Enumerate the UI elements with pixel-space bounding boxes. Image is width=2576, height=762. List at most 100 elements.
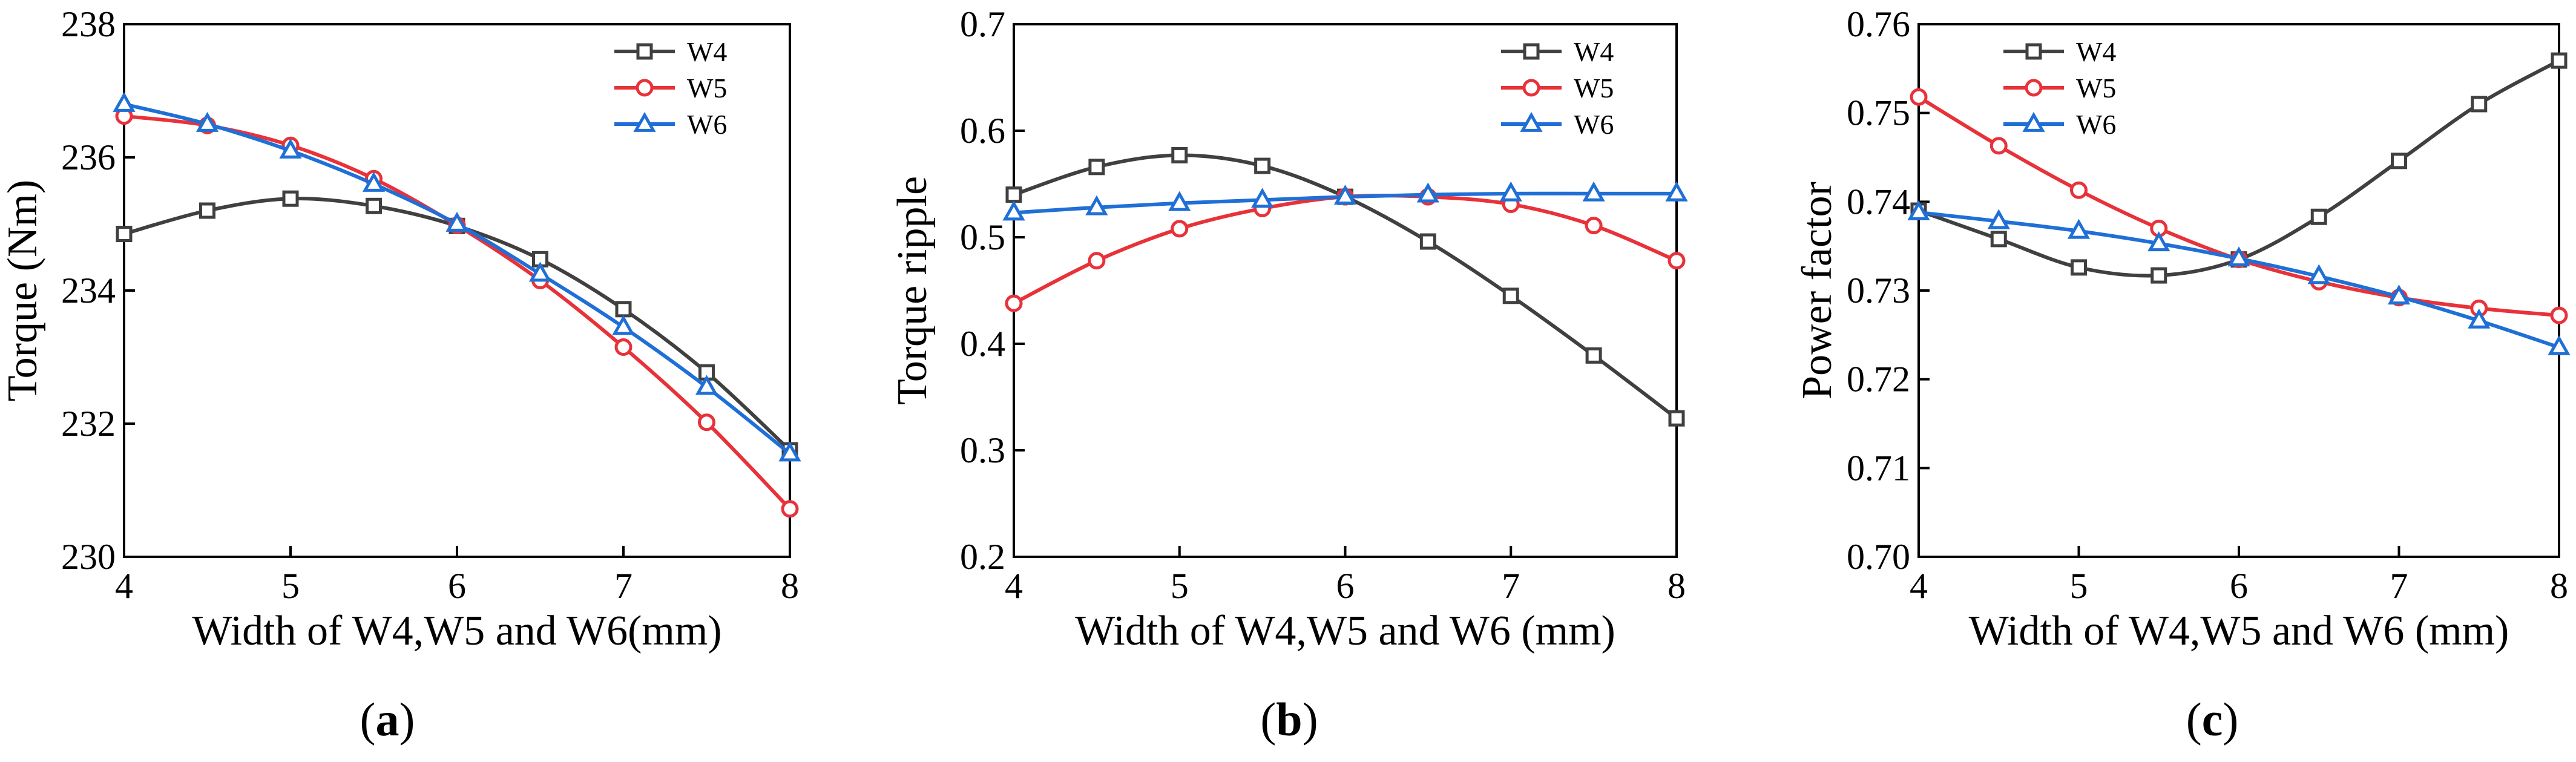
data-point-w6 — [2147, 231, 2170, 252]
y-tick-label: 0.72 — [1847, 360, 1910, 399]
legend-label: W4 — [2076, 36, 2116, 67]
data-point-w6 — [362, 171, 386, 192]
data-point-w4 — [2391, 153, 2407, 169]
x-tick-label: 4 — [1910, 566, 1928, 606]
y-tick-label: 0.76 — [1847, 4, 1910, 44]
data-point-w4 — [366, 197, 382, 214]
data-point-w4 — [199, 202, 215, 219]
panel-b: 4 5 6 7 8 0.2 0.3 0.4 0.5 0.6 0.7 Width of W4,W5 an… — [889, 4, 1688, 746]
data-point-w6 — [2227, 246, 2250, 267]
x-tick-label: 5 — [1171, 566, 1189, 606]
x-axis-title: Width of W4,W5 and W6 (mm) — [1075, 608, 1615, 654]
y-tick-label: 0.71 — [1847, 448, 1910, 488]
y-tick-label: 232 — [61, 404, 116, 444]
x-tick-label: 7 — [1502, 566, 1520, 606]
legend-marker — [1520, 111, 1543, 132]
data-point-w6 — [1333, 185, 1357, 205]
y-tick-label: 230 — [61, 537, 116, 577]
panel-label: (a) — [360, 693, 415, 746]
x-tick-label: 6 — [2230, 566, 2248, 606]
legend-marker — [2025, 43, 2042, 60]
y-tick-label: 0.3 — [960, 430, 1005, 470]
data-point-w5 — [1668, 252, 1686, 270]
data-point-w6 — [113, 91, 136, 112]
data-point-w5 — [614, 338, 632, 356]
panel-label: (c) — [2186, 693, 2239, 746]
y-axis-title: Torque (Nm) — [0, 180, 46, 401]
series-line-w6 — [123, 102, 791, 455]
data-point-w5 — [1585, 217, 1603, 235]
x-tick-label: 5 — [281, 566, 300, 606]
legend-marker — [633, 111, 656, 132]
plot-frame — [1917, 23, 2560, 558]
data-point-w5 — [1910, 88, 1928, 106]
y-tick-label: 0.70 — [1847, 537, 1910, 577]
x-tick-label: 4 — [1005, 566, 1023, 606]
y-tick-label: 0.74 — [1847, 182, 1910, 222]
data-point-w5 — [698, 413, 715, 432]
data-point-w6 — [2548, 335, 2571, 355]
x-axis-title: Width of W4,W5 and W6 (mm) — [1969, 608, 2509, 654]
data-point-w4 — [116, 226, 133, 242]
data-point-w6 — [1665, 181, 1688, 202]
y-tick-label: 0.6 — [960, 111, 1005, 151]
legend-label: W6 — [2076, 109, 2116, 140]
series-line-w6 — [1918, 210, 2560, 349]
legend-marker — [636, 79, 654, 97]
data-point-w6 — [528, 261, 552, 282]
x-tick-label: 5 — [2070, 566, 2088, 606]
data-point-w6 — [1416, 182, 1439, 203]
data-point-w4 — [1990, 231, 2007, 248]
data-point-w4 — [2310, 208, 2327, 225]
x-tick-label: 8 — [781, 566, 799, 606]
legend-marker — [1523, 43, 1540, 60]
data-point-w5 — [2070, 181, 2088, 199]
data-point-w5 — [2550, 306, 2568, 324]
data-point-w4 — [2551, 52, 2568, 69]
data-point-w4 — [1502, 287, 1519, 304]
data-point-w4 — [1419, 233, 1436, 250]
x-tick-label: 8 — [1668, 566, 1686, 606]
series-line-w5 — [1013, 194, 1678, 305]
legend-marker — [2022, 111, 2045, 132]
data-point-w4 — [1171, 146, 1188, 163]
y-tick-label: 234 — [61, 271, 116, 310]
plot-frame — [1013, 23, 1678, 558]
data-point-w6 — [1168, 191, 1191, 211]
data-point-w6 — [612, 315, 635, 335]
data-point-w6 — [1251, 188, 1274, 208]
data-point-w6 — [2067, 218, 2091, 239]
data-point-w6 — [1582, 181, 1605, 202]
legend-marker — [636, 43, 653, 60]
x-tick-label: 6 — [1336, 566, 1355, 606]
legend-label: W5 — [2076, 73, 2116, 103]
x-tick-label: 6 — [448, 566, 466, 606]
data-point-w4 — [2150, 267, 2167, 284]
data-point-w5 — [1088, 252, 1106, 270]
series-line-w5 — [1917, 95, 2560, 318]
data-point-w6 — [2468, 308, 2491, 329]
data-point-w6 — [1002, 200, 1025, 221]
legend-label: W5 — [687, 73, 727, 103]
y-tick-label: 0.7 — [960, 4, 1005, 44]
data-point-w4 — [1585, 347, 1602, 364]
x-tick-label: 7 — [2390, 566, 2408, 606]
y-axis-title: Power factor — [1794, 182, 1841, 399]
y-tick-label: 0.4 — [960, 324, 1005, 364]
data-point-w6 — [695, 375, 718, 395]
data-point-w4 — [282, 190, 299, 207]
legend-label: W6 — [687, 109, 727, 140]
data-point-w6 — [279, 138, 302, 159]
data-point-w6 — [196, 111, 219, 132]
x-axis-title: Width of W4,W5 and W6(mm) — [192, 608, 721, 654]
y-axis-title: Torque ripple — [889, 176, 936, 405]
data-point-w5 — [1171, 220, 1189, 238]
data-point-w6 — [2307, 264, 2330, 284]
data-point-w6 — [1907, 200, 1930, 220]
data-point-w6 — [445, 211, 468, 232]
data-point-w4 — [1668, 410, 1685, 427]
data-point-w6 — [1499, 181, 1522, 202]
legend-marker — [2025, 79, 2043, 97]
y-tick-label: 0.75 — [1847, 93, 1910, 133]
